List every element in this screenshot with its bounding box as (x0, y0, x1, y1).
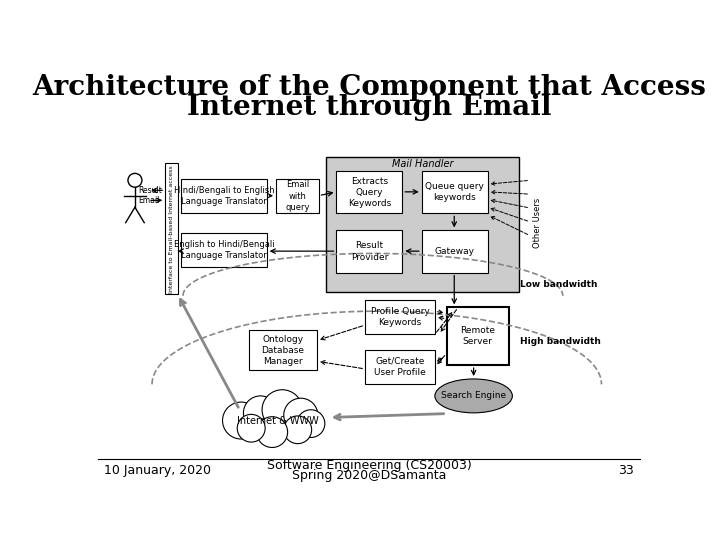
Text: Extracts
Query
Keywords: Extracts Query Keywords (348, 177, 391, 208)
Text: Result: Result (138, 186, 162, 195)
Text: English to Hindi/Bengali
Language Translator: English to Hindi/Bengali Language Transl… (174, 240, 274, 260)
Bar (422, 231, 487, 273)
Text: 10 January, 2020: 10 January, 2020 (104, 464, 211, 477)
Circle shape (262, 390, 302, 430)
Text: Mail Handler: Mail Handler (392, 159, 453, 169)
Ellipse shape (435, 379, 513, 413)
Text: Architecture of the Component that Access: Architecture of the Component that Acces… (32, 74, 706, 101)
Circle shape (222, 402, 260, 439)
Text: Email
with
query: Email with query (285, 180, 310, 212)
Text: Low bandwidth: Low bandwidth (520, 280, 598, 289)
Bar (365, 350, 435, 384)
Bar (181, 233, 266, 267)
Bar (422, 171, 487, 213)
Bar (326, 157, 518, 292)
Text: Ontology
Database
Manager: Ontology Database Manager (261, 335, 305, 366)
Text: Remote
Server: Remote Server (460, 326, 495, 346)
Circle shape (238, 414, 265, 442)
Circle shape (297, 410, 325, 437)
Circle shape (256, 417, 287, 448)
Bar (249, 330, 317, 370)
Bar (165, 164, 178, 294)
Text: Queue query
keywords: Queue query keywords (426, 182, 484, 202)
Circle shape (284, 398, 318, 432)
Text: Profile Query
Keywords: Profile Query Keywords (371, 307, 429, 327)
Text: Software Engineering (CS20003): Software Engineering (CS20003) (266, 460, 472, 472)
Text: Search Engine: Search Engine (441, 392, 506, 400)
Text: Other Users: Other Users (533, 198, 541, 248)
Bar (446, 307, 508, 365)
Text: Email: Email (138, 196, 159, 205)
Text: Get/Create
User Profile: Get/Create User Profile (374, 357, 426, 377)
Circle shape (243, 396, 277, 430)
Text: High bandwidth: High bandwidth (520, 338, 601, 347)
Bar (276, 179, 319, 213)
Bar (336, 171, 402, 213)
Circle shape (284, 416, 312, 444)
Text: Interface to Email-based Internet access: Interface to Email-based Internet access (169, 165, 174, 293)
Bar (365, 300, 435, 334)
Text: Internet & WWW: Internet & WWW (237, 416, 318, 426)
Text: Result
Provider: Result Provider (351, 241, 388, 261)
Text: Spring 2020@DSamanta: Spring 2020@DSamanta (292, 469, 446, 482)
Text: 33: 33 (618, 464, 634, 477)
Text: Gateway: Gateway (435, 247, 474, 256)
Text: Internet through Email: Internet through Email (186, 94, 552, 121)
Bar (336, 231, 402, 273)
Text: Hindi/Bengali to English
Language Translator: Hindi/Bengali to English Language Transl… (174, 186, 274, 206)
Bar (181, 179, 266, 213)
